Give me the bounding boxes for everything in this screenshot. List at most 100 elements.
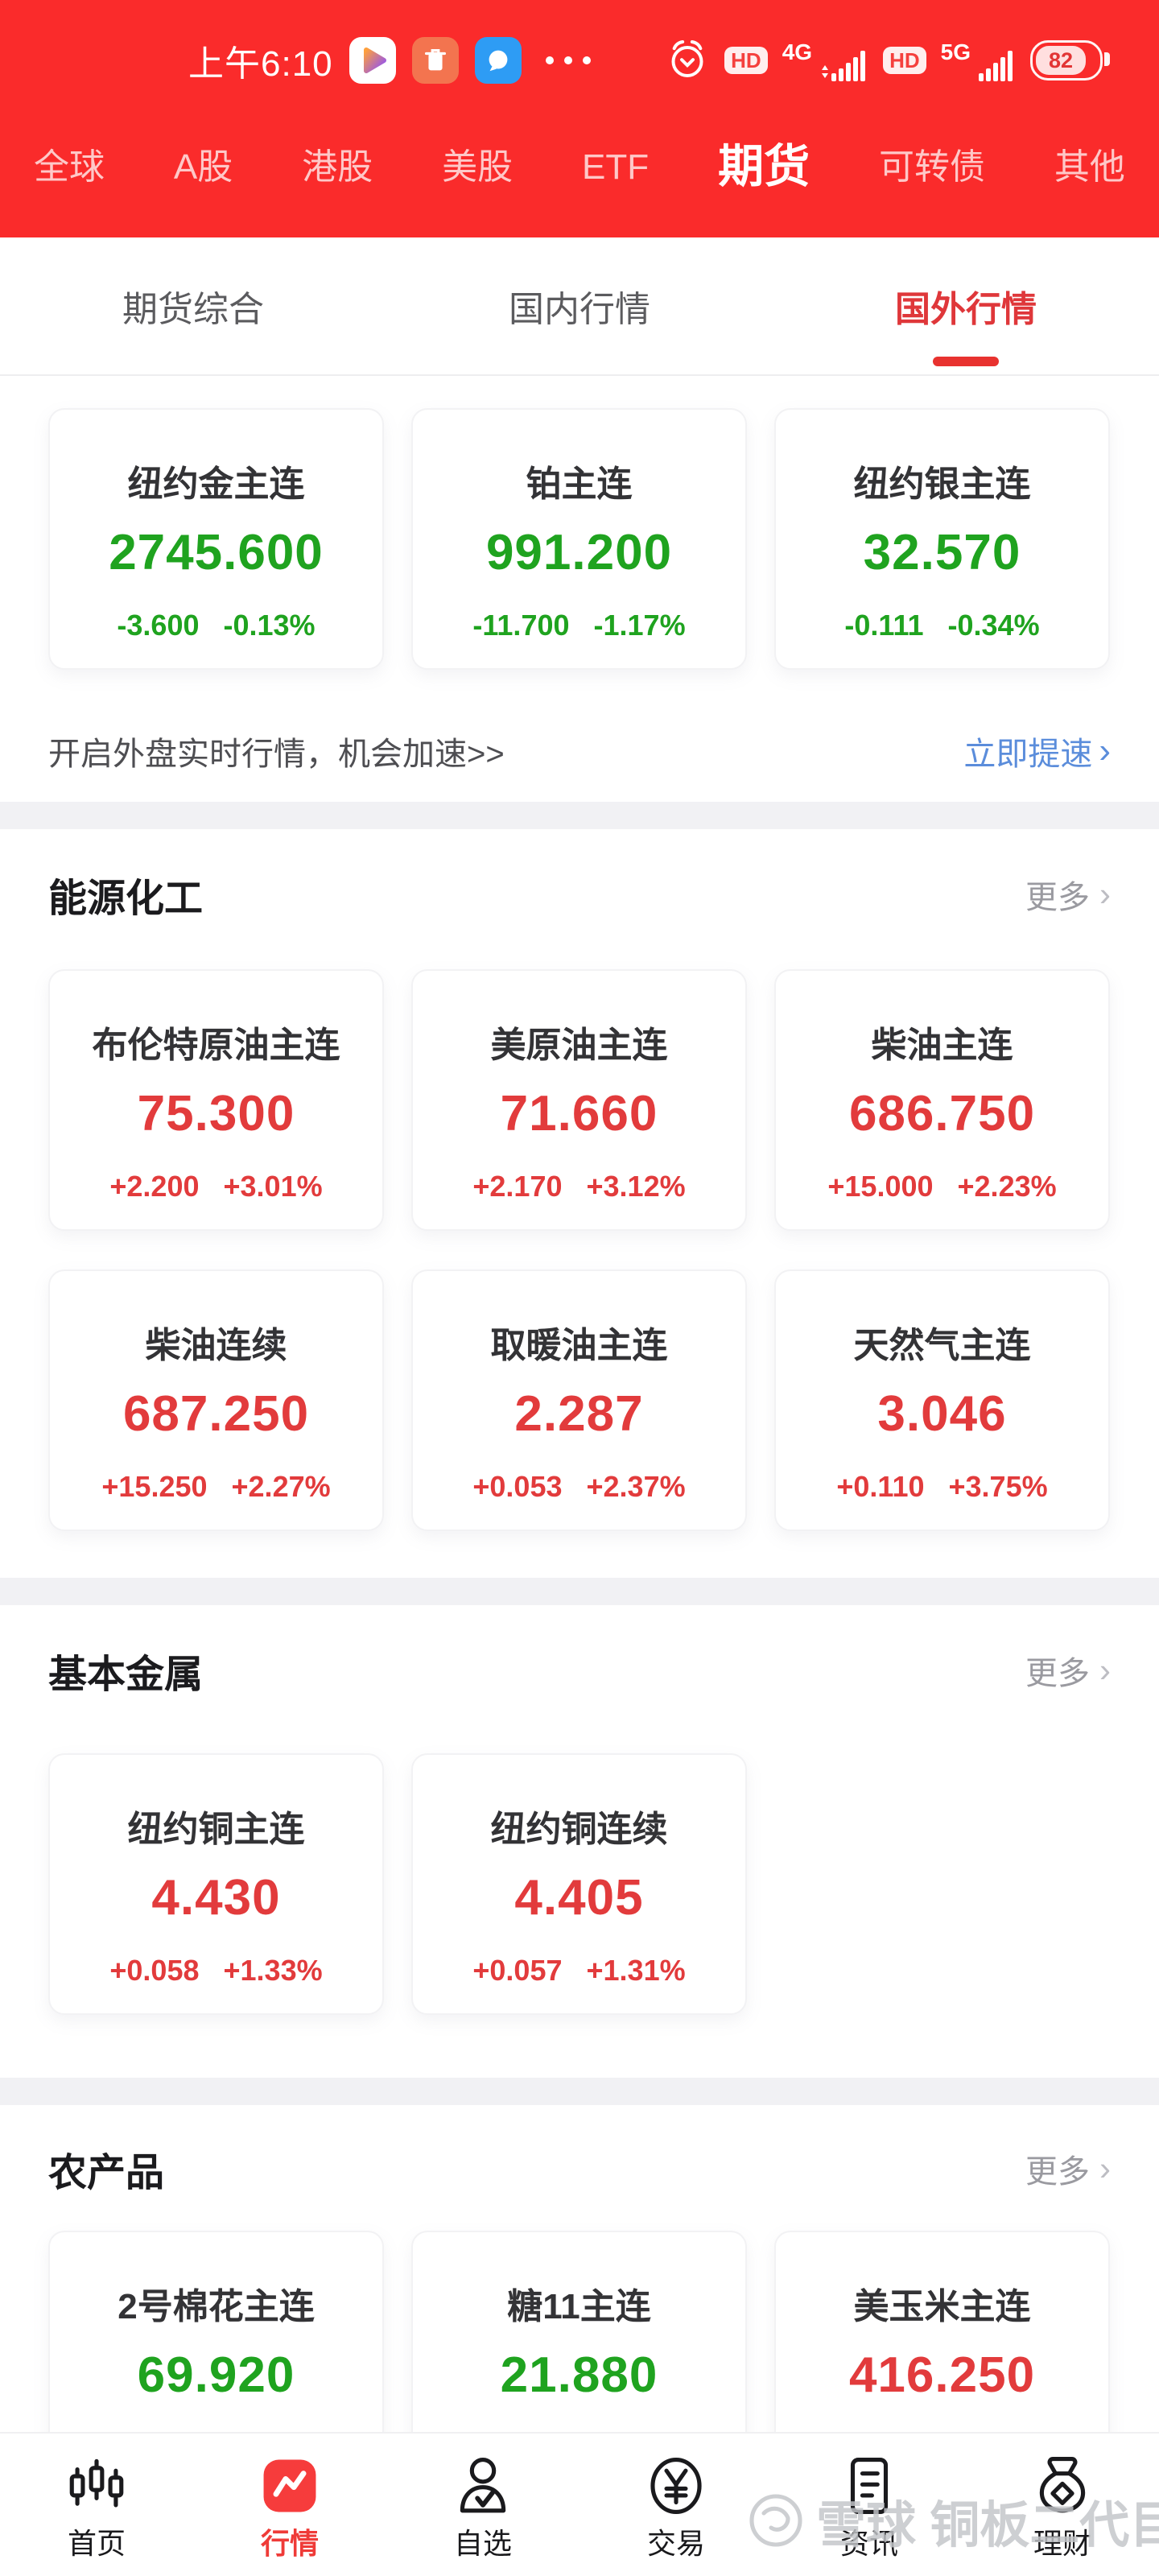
candlestick-chart-icon <box>69 2458 124 2508</box>
video-app-notification-icon <box>349 37 396 84</box>
contract-price: 2.287 <box>514 1386 644 1442</box>
contract-change: +15.000 +2.23% <box>827 1170 1057 1203</box>
contract-price: 2745.600 <box>109 525 324 580</box>
hd-voice-badge: HD <box>883 47 926 74</box>
tab-quotes[interactable]: 行情 <box>193 2434 386 2576</box>
chat-app-notification-icon <box>474 37 522 84</box>
quote-card[interactable]: 柴油连续 687.250 +15.250 +2.27% <box>48 1269 384 1531</box>
contract-name: 2号棉花主连 <box>118 2287 315 2326</box>
more-link[interactable]: 更多 › <box>1025 1651 1111 1691</box>
quote-card[interactable]: 柴油主连 686.750 +15.000 +2.23% <box>774 969 1110 1231</box>
battery-indicator: 82 <box>1030 40 1110 80</box>
status-left: 上午6:10 <box>188 35 591 86</box>
section-divider <box>0 1578 1159 1605</box>
contract-change: +0.057 +1.31% <box>472 1954 686 1987</box>
hd-voice-badge: HD <box>724 47 768 74</box>
top-nav-tab[interactable]: 其他 <box>1054 147 1125 187</box>
contract-name: 美原油主连 <box>490 1026 668 1065</box>
quote-card[interactable]: 取暖油主连 2.287 +0.053 +2.37% <box>411 1269 747 1531</box>
futures-sub-tabs: 期货综合 国内行情 国外行情 <box>0 237 1159 376</box>
tab-home[interactable]: 首页 <box>0 2434 193 2576</box>
more-notifications-icon <box>545 56 591 64</box>
more-link[interactable]: 更多 › <box>1025 875 1111 915</box>
contract-change: -3.600 -0.13% <box>117 609 316 642</box>
sub-tab[interactable]: 国内行情 <box>509 290 650 329</box>
status-right: HD 4G HD 5G <box>665 36 1110 85</box>
trash-app-notification-icon <box>411 37 459 84</box>
top-nav-tab[interactable]: A股 <box>173 147 233 187</box>
section-base-metals: 基本金属 更多 › 纽约铜主连 4.430 +0.058 +1.33% 纽约铜连… <box>0 1605 1159 2078</box>
more-link[interactable]: 更多 › <box>1025 2149 1111 2190</box>
quote-card[interactable]: 纽约金主连 2745.600 -3.600 -0.13% <box>48 408 384 670</box>
top-nav-tab[interactable]: ETF <box>582 147 650 187</box>
contract-price: 71.660 <box>500 1086 658 1141</box>
chevron-right-icon: › <box>1099 875 1111 913</box>
tab-trade[interactable]: 交易 <box>580 2434 773 2576</box>
contract-change: +0.110 +3.75% <box>836 1470 1048 1503</box>
section-divider <box>0 2078 1159 2105</box>
contract-name: 纽约铜主连 <box>127 1810 305 1849</box>
contract-change: +0.053 +2.37% <box>472 1470 686 1503</box>
alarm-clock-icon <box>665 36 710 85</box>
top-nav-tab[interactable]: 港股 <box>302 147 373 187</box>
speed-up-link[interactable]: 立即提速 › <box>963 731 1111 772</box>
contract-change: +0.058 +1.33% <box>109 1954 323 1987</box>
status-bar: 上午6:10 <box>0 0 1159 108</box>
contract-change: +2.170 +3.12% <box>472 1170 686 1203</box>
contract-name: 柴油主连 <box>871 1026 1013 1065</box>
contract-name: 纽约金主连 <box>127 464 305 504</box>
quote-card[interactable]: 铂主连 991.200 -11.700 -1.17% <box>411 408 747 670</box>
contract-price: 4.430 <box>151 1870 281 1926</box>
signal-5g-icon: 5G <box>941 36 1016 85</box>
section-energy-chemical: 能源化工 更多 › 布伦特原油主连 75.300 +2.200 +3.01% 美… <box>0 829 1159 1578</box>
signal-4g-icon: 4G <box>782 36 868 85</box>
top-nav-tab[interactable]: 可转债 <box>879 147 985 187</box>
contract-price: 416.250 <box>848 2347 1036 2403</box>
sub-tab[interactable]: 期货综合 <box>122 290 264 329</box>
promo-text: 开启外盘实时行情，机会加速>> <box>48 737 505 772</box>
contract-name: 取暖油主连 <box>490 1326 668 1365</box>
watermark-text: 雪球 铜板二代目12 <box>816 2498 1159 2553</box>
contract-price: 687.250 <box>122 1386 310 1442</box>
contract-change: +15.250 +2.27% <box>101 1470 331 1503</box>
quote-card[interactable]: 纽约铜主连 4.430 +0.058 +1.33% <box>48 1753 384 2015</box>
quote-card[interactable]: 纽约铜连续 4.405 +0.057 +1.31% <box>411 1753 747 2015</box>
section-title: 农产品 <box>48 2152 165 2194</box>
tab-watchlist[interactable]: 自选 <box>386 2434 580 2576</box>
contract-name: 糖11主连 <box>507 2287 651 2326</box>
trend-line-icon <box>263 2459 316 2512</box>
contract-name: 布伦特原油主连 <box>92 1026 340 1065</box>
news-document-icon <box>850 2457 889 2515</box>
quote-card[interactable]: 美原油主连 71.660 +2.170 +3.12% <box>411 969 747 1231</box>
contract-price: 32.570 <box>863 525 1021 580</box>
quote-card[interactable]: 纽约银主连 32.570 -0.111 -0.34% <box>774 408 1110 670</box>
quote-card[interactable]: 布伦特原油主连 75.300 +2.200 +3.01% <box>48 969 384 1231</box>
contract-price: 3.046 <box>877 1386 1007 1442</box>
contract-price: 69.920 <box>137 2347 295 2403</box>
overseas-top-quotes: 纽约金主连 2745.600 -3.600 -0.13% 铂主连 991.200… <box>0 376 1159 802</box>
contract-price: 686.750 <box>848 1086 1036 1141</box>
contract-name: 柴油连续 <box>145 1326 287 1365</box>
chevron-right-icon: › <box>1099 1651 1111 1689</box>
section-header: 农产品 更多 › <box>48 2142 1111 2195</box>
quote-card[interactable]: 天然气主连 3.046 +0.110 +3.75% <box>774 1269 1110 1531</box>
contract-price: 991.200 <box>485 525 673 580</box>
top-nav-tab[interactable]: 全球 <box>34 147 105 187</box>
money-bag-icon <box>1039 2456 1086 2513</box>
tab-wealth[interactable]: 理财 <box>966 2434 1159 2576</box>
contract-price: 4.405 <box>514 1870 644 1926</box>
watermark: 雪球 铜板二代目12 <box>747 2484 1159 2557</box>
top-nav-tab[interactable]: 美股 <box>442 147 514 187</box>
tab-news[interactable]: 资讯 <box>773 2434 966 2576</box>
contract-change: -11.700 -1.17% <box>472 609 686 642</box>
section-title: 能源化工 <box>48 877 204 920</box>
contract-name: 天然气主连 <box>853 1326 1031 1365</box>
contract-name: 纽约铜连续 <box>490 1810 668 1849</box>
section-divider <box>0 802 1159 829</box>
top-nav-tab[interactable]: 期货 <box>718 141 810 192</box>
snowball-logo-icon <box>749 2494 802 2547</box>
quote-card-grid: 布伦特原油主连 75.300 +2.200 +3.01% 美原油主连 71.66… <box>48 969 1111 1531</box>
app-header: 上午6:10 <box>0 0 1159 237</box>
sub-tab[interactable]: 国外行情 <box>773 237 1159 374</box>
clock-time: 上午6:10 <box>188 44 333 84</box>
